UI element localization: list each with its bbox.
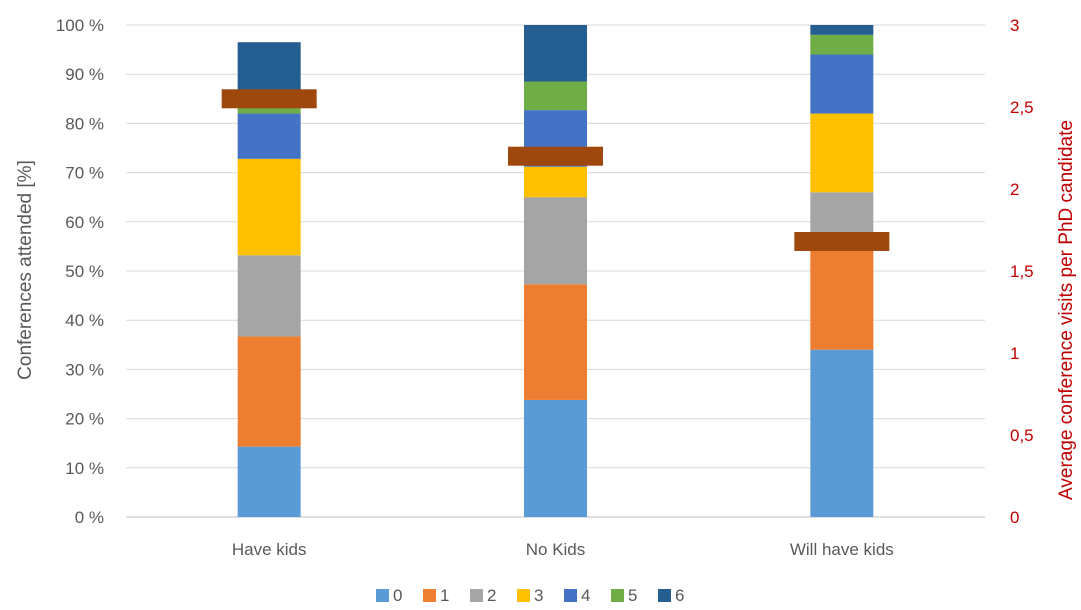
bar-segment-5: [810, 34, 874, 55]
legend-label: 6: [675, 586, 684, 605]
y2-tick-label: 1: [1010, 344, 1019, 363]
legend-label: 2: [487, 586, 496, 605]
legend: 0 1 2 3 4 5 6: [376, 586, 684, 605]
bar-segment-5: [524, 81, 587, 111]
bar-segment-0: [524, 399, 587, 517]
legend-swatch: [423, 589, 436, 602]
right-axis-ticks: 0 0,5 1 1,5 2 2,5 3: [1010, 16, 1034, 527]
average-marker: [794, 231, 890, 251]
y-tick-label: 10 %: [65, 459, 104, 478]
legend-swatch: [564, 589, 577, 602]
y2-tick-label: 0,5: [1010, 426, 1034, 445]
y2-tick-label: 2: [1010, 180, 1019, 199]
y2-tick-label: 2,5: [1010, 98, 1034, 117]
bar-segment-6: [524, 25, 587, 82]
legend-swatch: [611, 589, 624, 602]
bar-segment-3: [237, 158, 301, 256]
bar-segment-0: [810, 349, 874, 517]
legend-label: 1: [440, 586, 449, 605]
y-tick-label: 30 %: [65, 360, 104, 379]
bar-segment-1: [237, 336, 301, 447]
bar-segment-4: [237, 113, 301, 159]
legend-label: 5: [628, 586, 637, 605]
y2-axis-title: Average conference visits per PhD candid…: [1056, 120, 1077, 500]
y-tick-label: 20 %: [65, 410, 104, 429]
y-axis-title: Conferences attended [%]: [15, 160, 36, 380]
average-marker: [508, 146, 603, 166]
y2-tick-label: 3: [1010, 16, 1019, 35]
y-tick-label: 40 %: [65, 311, 104, 330]
legend-label: 3: [534, 586, 543, 605]
y2-tick-label: 1,5: [1010, 262, 1034, 281]
legend-swatch: [470, 589, 483, 602]
legend-label: 4: [581, 586, 590, 605]
y-tick-label: 80 %: [65, 114, 104, 133]
category-labels: Have kids No Kids Will have kids: [232, 540, 894, 559]
legend-swatch: [376, 589, 389, 602]
bar-segment-1: [810, 248, 874, 350]
legend-swatch: [658, 589, 671, 602]
bar-segment-2: [237, 255, 301, 337]
category-label: No Kids: [526, 540, 586, 559]
average-markers: [221, 89, 890, 251]
y-tick-label: 50 %: [65, 262, 104, 281]
legend-label: 0: [393, 586, 402, 605]
bar-segment-5: [237, 103, 301, 114]
bar-segment-3: [810, 113, 874, 193]
bars: [237, 25, 874, 517]
bar-segment-0: [237, 446, 301, 517]
bar-segment-1: [524, 284, 587, 400]
legend-swatch: [517, 589, 530, 602]
bar-segment-6: [810, 25, 874, 35]
category-label: Have kids: [232, 540, 307, 559]
y2-tick-label: 0: [1010, 508, 1019, 527]
average-marker: [221, 89, 317, 109]
y-tick-label: 70 %: [65, 164, 104, 183]
bar-segment-2: [524, 197, 587, 285]
y-tick-label: 90 %: [65, 65, 104, 84]
y-tick-label: 100 %: [56, 16, 104, 35]
bar-segment-4: [810, 54, 874, 114]
category-label: Will have kids: [790, 540, 894, 559]
y-tick-label: 0 %: [75, 508, 104, 527]
left-axis-ticks: 0 % 10 % 20 % 30 % 40 % 50 % 60 % 70 % 80 % 90 % 1…: [56, 16, 104, 527]
bar-segment-3: [524, 166, 587, 198]
y-tick-label: 60 %: [65, 213, 104, 232]
